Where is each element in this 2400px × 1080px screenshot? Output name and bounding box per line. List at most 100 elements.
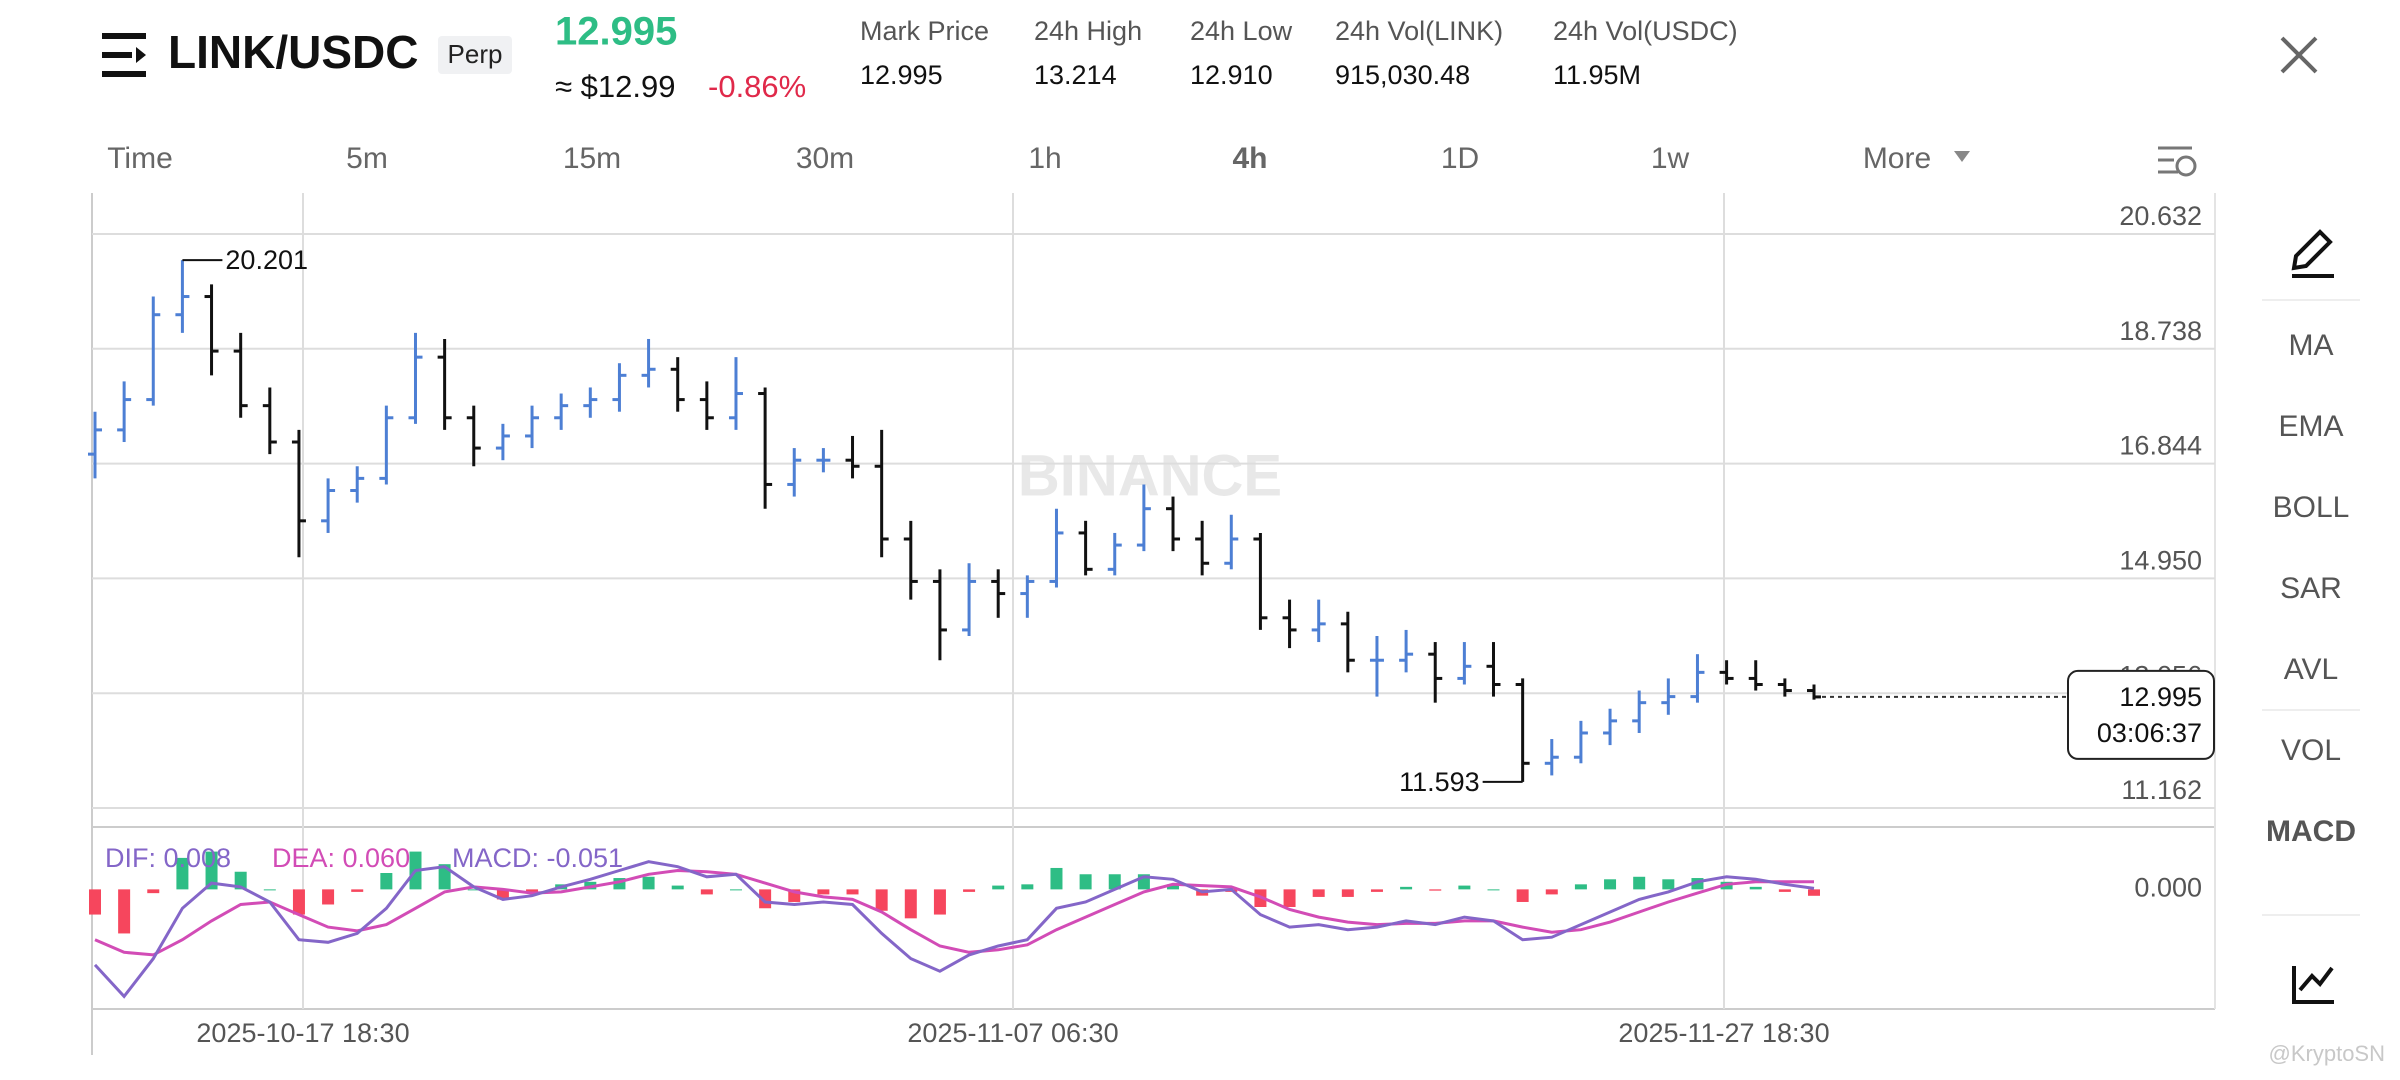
macd-bar <box>1749 886 1762 890</box>
macd-bar <box>1458 885 1471 890</box>
y-tick-label: 20.632 <box>2119 201 2202 231</box>
macd-bar <box>1283 889 1296 907</box>
current-price-label: 12.995 <box>2119 682 2202 712</box>
timeframe-tab[interactable]: 30m <box>796 142 854 175</box>
macd-bar <box>380 873 393 890</box>
macd-bar <box>1370 889 1383 892</box>
macd-bar <box>1574 884 1587 890</box>
macd-bar <box>1604 879 1617 890</box>
more-caret <box>1954 151 1970 162</box>
macd-bar <box>263 889 276 891</box>
macd-bar <box>846 889 859 895</box>
macd-bar <box>1400 886 1413 890</box>
macd-bar <box>671 885 684 890</box>
x-tick-label: 2025-11-27 18:30 <box>1618 1018 1829 1048</box>
macd-bar <box>176 857 189 890</box>
macd-bar <box>118 889 131 934</box>
stat-value: 12.995 <box>860 60 943 90</box>
close-button[interactable] <box>2280 36 2318 74</box>
price-change: -0.86% <box>708 69 806 104</box>
chart-settings[interactable] <box>2158 146 2197 177</box>
pair-name[interactable]: LINK/USDC <box>168 26 418 78</box>
timeframe-tab[interactable]: 1D <box>1441 142 1479 175</box>
macd-bar <box>292 889 305 915</box>
macd-bar <box>992 885 1005 890</box>
timeframe-tab[interactable]: 15m <box>563 142 621 175</box>
footer-watermark: @KryptoSN <box>2269 1041 2385 1066</box>
high-marker-label: 20.201 <box>225 245 308 275</box>
indicator-button[interactable]: VOL <box>2281 734 2341 767</box>
indicator-button[interactable]: BOLL <box>2273 491 2350 524</box>
y-tick-label: 11.162 <box>2121 775 2202 805</box>
sidebar-separators <box>2262 299 2360 916</box>
timeframe-tab[interactable]: 1h <box>1028 142 1061 175</box>
chart-type[interactable] <box>2292 966 2334 1004</box>
indicator-button[interactable]: MACD <box>2266 815 2356 848</box>
low-marker-label: 11.593 <box>1399 767 1480 797</box>
macd-bar <box>526 889 539 892</box>
macd-bar <box>1050 867 1063 890</box>
stat-value: 11.95M <box>1553 60 1641 90</box>
timeframe-tab[interactable]: Time <box>107 142 173 175</box>
macd-bar <box>234 871 247 890</box>
macd-bar <box>1516 889 1529 902</box>
dea-line <box>94 868 1814 957</box>
draw-tool[interactable] <box>2291 229 2334 278</box>
macd-bar <box>1429 889 1442 891</box>
macd-bar <box>1079 874 1092 890</box>
y-tick-label: 14.950 <box>2119 546 2202 576</box>
last-price: 12.995 <box>555 10 677 54</box>
macd-bar <box>1487 889 1500 891</box>
stat-value: 13.214 <box>1034 60 1117 90</box>
macd-bar <box>1633 876 1646 890</box>
indicator-button[interactable]: AVL <box>2284 653 2338 686</box>
macd-legend: MACD: -0.051 <box>452 843 623 873</box>
indicator-button[interactable]: MA <box>2289 329 2334 362</box>
timeframe-tab[interactable]: 5m <box>346 142 388 175</box>
macd-bar <box>1691 878 1704 890</box>
countdown-label: 03:06:37 <box>2097 718 2202 748</box>
macd-bar <box>1341 889 1354 897</box>
macd-bar <box>496 889 509 900</box>
x-tick-label: 2025-10-17 18:30 <box>196 1018 409 1048</box>
macd-bar <box>322 889 335 905</box>
macd-bar <box>205 851 218 890</box>
perp-badge: Perp <box>448 39 503 69</box>
timeframe-tab[interactable]: 4h <box>1232 142 1267 175</box>
macd-bar <box>1808 889 1820 896</box>
macd-bar <box>1108 874 1121 890</box>
current-price-box <box>2067 669 2215 760</box>
timeframe-tab[interactable]: 1w <box>1651 142 1690 175</box>
stat-value: 915,030.48 <box>1335 60 1470 90</box>
dif-legend: DIF: 0.008 <box>105 843 231 873</box>
watermark: BINANCE <box>1018 443 1282 508</box>
stat-label: 24h High <box>1034 16 1142 46</box>
menu-button[interactable] <box>102 33 146 77</box>
dif-line <box>93 860 1815 999</box>
stat-value: 12.910 <box>1190 60 1273 90</box>
usd-price: ≈ $12.99 <box>555 69 675 104</box>
macd-bar <box>1662 879 1675 890</box>
macd-bar <box>1167 884 1180 890</box>
macd-bar <box>729 889 742 891</box>
macd-bar <box>642 876 655 890</box>
macd-y-tick-label: 0.000 <box>2134 872 2202 902</box>
indicator-button[interactable]: EMA <box>2278 410 2343 443</box>
stat-label: 24h Vol(LINK) <box>1335 16 1503 46</box>
y-tick-label: 16.844 <box>2119 431 2202 461</box>
macd-bar <box>700 889 713 895</box>
macd-bar <box>147 889 160 894</box>
macd-bar <box>963 889 976 892</box>
macd-bar <box>817 889 830 895</box>
macd-bar <box>467 889 480 891</box>
x-tick-label: 2025-11-07 06:30 <box>907 1018 1118 1048</box>
macd-bar <box>1778 889 1791 892</box>
dea-legend: DEA: 0.060 <box>272 843 410 873</box>
macd-bar <box>1312 889 1325 897</box>
timeframe-tab[interactable]: More <box>1863 142 1931 175</box>
macd-bar <box>1021 884 1034 890</box>
macd-bar <box>904 889 917 919</box>
stat-label: 24h Low <box>1190 16 1293 46</box>
indicator-button[interactable]: SAR <box>2280 572 2342 605</box>
